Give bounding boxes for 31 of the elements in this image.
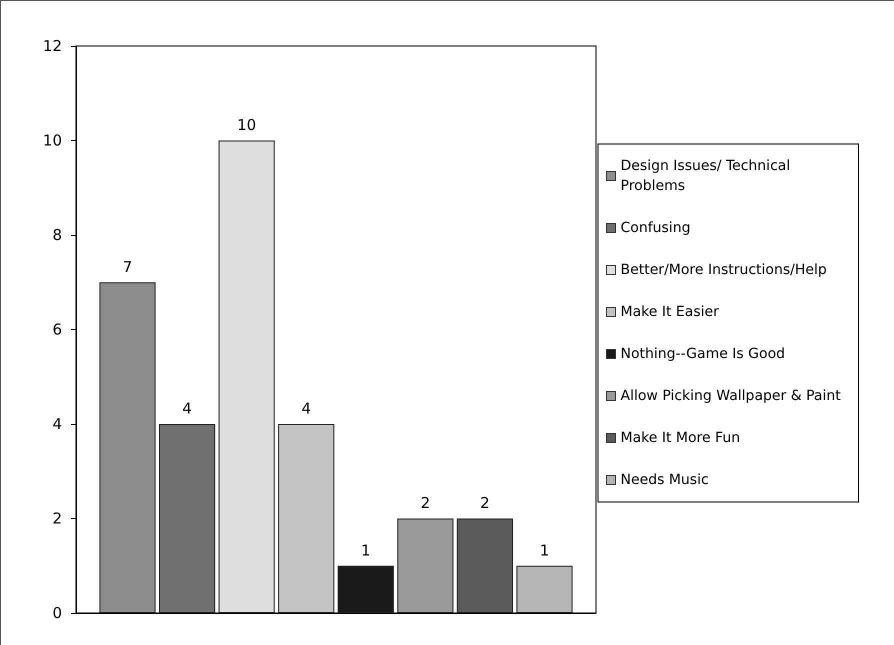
- data-label: 2: [420, 494, 430, 512]
- data-label: 1: [540, 541, 550, 560]
- bar: [338, 566, 394, 613]
- data-label: 2: [480, 494, 490, 512]
- bar: [158, 424, 216, 613]
- legend-label: Make It Easier: [620, 304, 720, 320]
- data-label: 1: [361, 541, 371, 560]
- data-label: 4: [182, 400, 192, 418]
- bar: [218, 140, 275, 613]
- legend-label: Needs Music: [620, 472, 709, 488]
- data-label: 10: [237, 116, 256, 134]
- bar: [278, 424, 334, 613]
- y-tick-label: 12: [42, 37, 62, 55]
- bar: [456, 518, 514, 613]
- y-tick-label: 6: [52, 320, 62, 338]
- legend-label: Better/More Instructions/Help: [620, 262, 827, 278]
- y-tick-label: 4: [52, 415, 62, 433]
- y-tick-label: 2: [52, 510, 62, 528]
- legend-label: Allow Picking Wallpaper & Paint: [620, 388, 842, 404]
- bar: [397, 518, 454, 613]
- legend-label: Design Issues/ Technical Problems: [620, 158, 795, 194]
- y-tick-label: 0: [52, 604, 62, 622]
- legend-label: Make It More Fun: [620, 430, 740, 446]
- bar: [99, 282, 156, 613]
- bar: [516, 566, 573, 613]
- legend-label: Nothing--Game Is Good: [620, 346, 786, 362]
- data-label: 4: [301, 400, 311, 418]
- y-tick-label: 10: [42, 132, 62, 150]
- data-label: 7: [122, 258, 132, 276]
- legend-label: Confusing: [620, 220, 690, 236]
- y-tick-label: 8: [52, 226, 62, 244]
